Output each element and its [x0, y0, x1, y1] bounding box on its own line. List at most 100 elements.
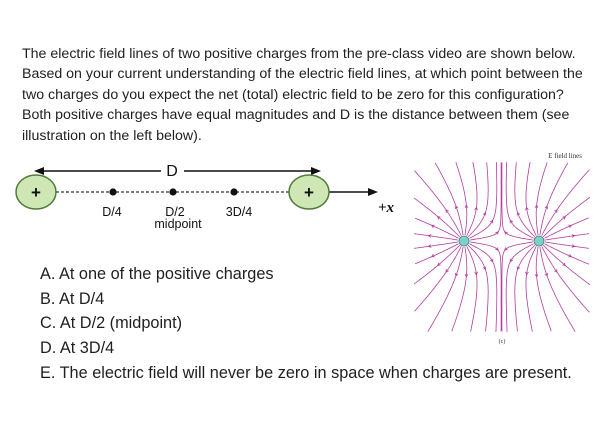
field-line-arrow — [516, 266, 521, 271]
x-axis-label: +x — [378, 200, 395, 216]
right-figure-charge — [533, 235, 545, 247]
distance-arrowhead-left — [34, 167, 44, 175]
field-line — [542, 196, 591, 238]
field-line-arrow — [562, 215, 566, 220]
field-line — [535, 246, 552, 332]
charge-diagram: D +x + + D/4 D/2 midpoint 3D/4 — [15, 163, 395, 231]
question-text: The electric field lines of two positive… — [22, 46, 583, 144]
field-line — [434, 162, 464, 236]
field-line — [469, 162, 502, 241]
point-d-half — [169, 188, 177, 196]
field-line-arrow — [534, 204, 539, 209]
field-line-arrow — [525, 271, 529, 276]
point-label-d-quarter: D/4 — [102, 205, 122, 219]
point-three-d-quarter — [230, 188, 238, 196]
field-line-arrow — [571, 234, 576, 238]
field-line — [467, 244, 489, 332]
left-figure-charge — [458, 235, 470, 247]
point-label-three-d-quarter: 3D/4 — [226, 205, 252, 219]
field-line-arrow — [504, 247, 508, 251]
x-axis-arrowhead — [368, 188, 378, 196]
field-line — [541, 246, 590, 313]
field-line — [544, 243, 590, 265]
field-line-arrow — [554, 209, 558, 213]
field-line-arrow — [534, 273, 539, 278]
field-line-arrow — [554, 269, 558, 273]
right-positive-charge — [288, 174, 330, 210]
field-line-arrow — [482, 266, 487, 271]
field-lines — [413, 161, 591, 333]
field-line-arrow — [437, 262, 441, 267]
field-line — [427, 246, 464, 332]
field-line-arrow — [445, 269, 449, 273]
field-line-arrow — [489, 219, 494, 224]
field-line — [467, 162, 489, 238]
field-line-arrow — [430, 254, 435, 258]
field-line — [469, 161, 498, 239]
field-line — [501, 241, 534, 332]
answer-choices: A. At one of the positive charges B. At … — [40, 262, 595, 386]
field-line-arrow — [437, 215, 441, 220]
field-figure-title: E field lines — [548, 152, 582, 160]
field-line — [469, 243, 498, 333]
choice-d[interactable]: D. At 3D/4 — [40, 339, 115, 358]
field-line — [535, 162, 548, 236]
choice-b[interactable]: B. At D/4 — [40, 289, 105, 308]
field-line — [514, 244, 536, 332]
field-line-arrow — [430, 224, 435, 228]
field-line — [539, 246, 576, 332]
field-line-arrow — [509, 219, 514, 224]
field-line-arrow — [516, 211, 521, 216]
field-line — [469, 241, 502, 332]
field-line — [414, 233, 459, 241]
midpoint-label: midpoint — [154, 217, 202, 231]
field-line-arrow — [482, 211, 487, 216]
field-line — [413, 197, 461, 238]
field-line-arrow — [544, 272, 548, 277]
field-line-arrow — [562, 262, 566, 267]
field-line — [414, 170, 462, 236]
field-line-arrow — [427, 234, 432, 238]
field-line — [544, 217, 590, 239]
field-line-arrow — [509, 258, 514, 263]
distance-label: D — [166, 163, 178, 180]
field-line — [455, 162, 468, 236]
field-line — [414, 243, 459, 265]
field-line-arrow — [464, 204, 469, 209]
choice-e[interactable]: E. The electric field will never be zero… — [40, 363, 572, 382]
field-line-arrow — [544, 205, 548, 210]
field-line — [539, 162, 569, 236]
field-line — [544, 233, 589, 241]
field-line — [466, 162, 478, 236]
field-line-arrow — [489, 258, 494, 263]
choice-c[interactable]: C. At D/2 (midpoint) — [40, 314, 183, 333]
point-label-d-half: D/2 — [165, 205, 185, 219]
field-line-arrow — [445, 209, 449, 213]
field-line — [541, 169, 590, 236]
field-line-arrow — [525, 206, 529, 211]
field-line-arrow — [464, 273, 469, 278]
field-line-arrow — [474, 206, 478, 211]
field-line — [514, 162, 536, 238]
field-line — [414, 246, 462, 312]
field-line-arrow — [504, 231, 508, 235]
field-line-arrow — [495, 231, 499, 235]
choice-a[interactable]: A. At one of the positive charges — [40, 265, 274, 283]
field-line — [414, 241, 459, 249]
field-line — [451, 246, 468, 332]
field-line — [414, 217, 459, 239]
field-line — [505, 161, 534, 239]
electric-field-figure: E field lines (c) — [413, 152, 591, 345]
field-line-arrow — [571, 244, 576, 248]
field-line-arrow — [455, 272, 459, 277]
field-line — [501, 162, 534, 241]
field-line — [525, 162, 537, 236]
field-line — [525, 246, 537, 332]
field-line — [505, 243, 534, 333]
field-line-arrow — [495, 247, 499, 251]
left-charge-symbol: + — [31, 183, 41, 202]
field-line-arrow — [455, 205, 459, 210]
field-line-arrow — [474, 271, 478, 276]
right-charge-symbol: + — [304, 183, 314, 202]
field-line-arrow — [568, 254, 573, 258]
